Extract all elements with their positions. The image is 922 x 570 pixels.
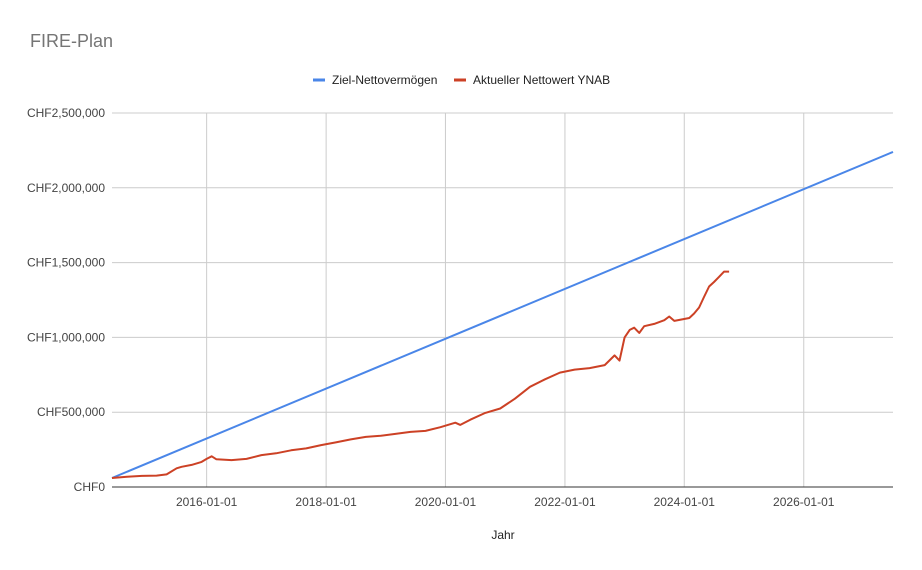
legend-label: Aktueller Nettowert YNAB	[473, 73, 610, 87]
y-tick-label: CHF2,500,000	[27, 106, 105, 120]
legend: Ziel-Nettovermögen Aktueller Nettowert YN…	[313, 73, 610, 87]
series-line-2	[111, 270, 730, 479]
y-tick-label: CHF500,000	[37, 405, 105, 419]
y-tick-label: CHF1,500,000	[27, 256, 105, 270]
y-tick-label: CHF0	[74, 480, 106, 494]
y-tick-label: CHF1,000,000	[27, 330, 105, 344]
x-tick-label: 2020-01-01	[415, 495, 477, 509]
x-axis-title: Jahr	[491, 528, 514, 542]
x-tick-label: 2022-01-01	[534, 495, 596, 509]
x-axis-tick-labels: 2016-01-01 2018-01-01 2020-01-01 2022-01-01…	[176, 495, 835, 509]
x-tick-label: 2018-01-01	[295, 495, 357, 509]
y-tick-label: CHF2,000,000	[27, 181, 105, 195]
x-tick-label: 2016-01-01	[176, 495, 238, 509]
x-tick-label: 2024-01-01	[654, 495, 716, 509]
x-tick-label: 2026-01-01	[773, 495, 835, 509]
y-axis-tick-labels: CHF0 CHF500,000 CHF1,000,000 CHF1,500,000 CH…	[27, 106, 105, 494]
y-gridlines	[112, 112, 893, 413]
series-line-1	[111, 150, 894, 479]
legend-label: Ziel-Nettovermögen	[332, 73, 437, 87]
series-lines	[111, 150, 894, 479]
chart-title: FIRE-Plan	[30, 31, 113, 51]
x-gridlines	[206, 113, 805, 487]
